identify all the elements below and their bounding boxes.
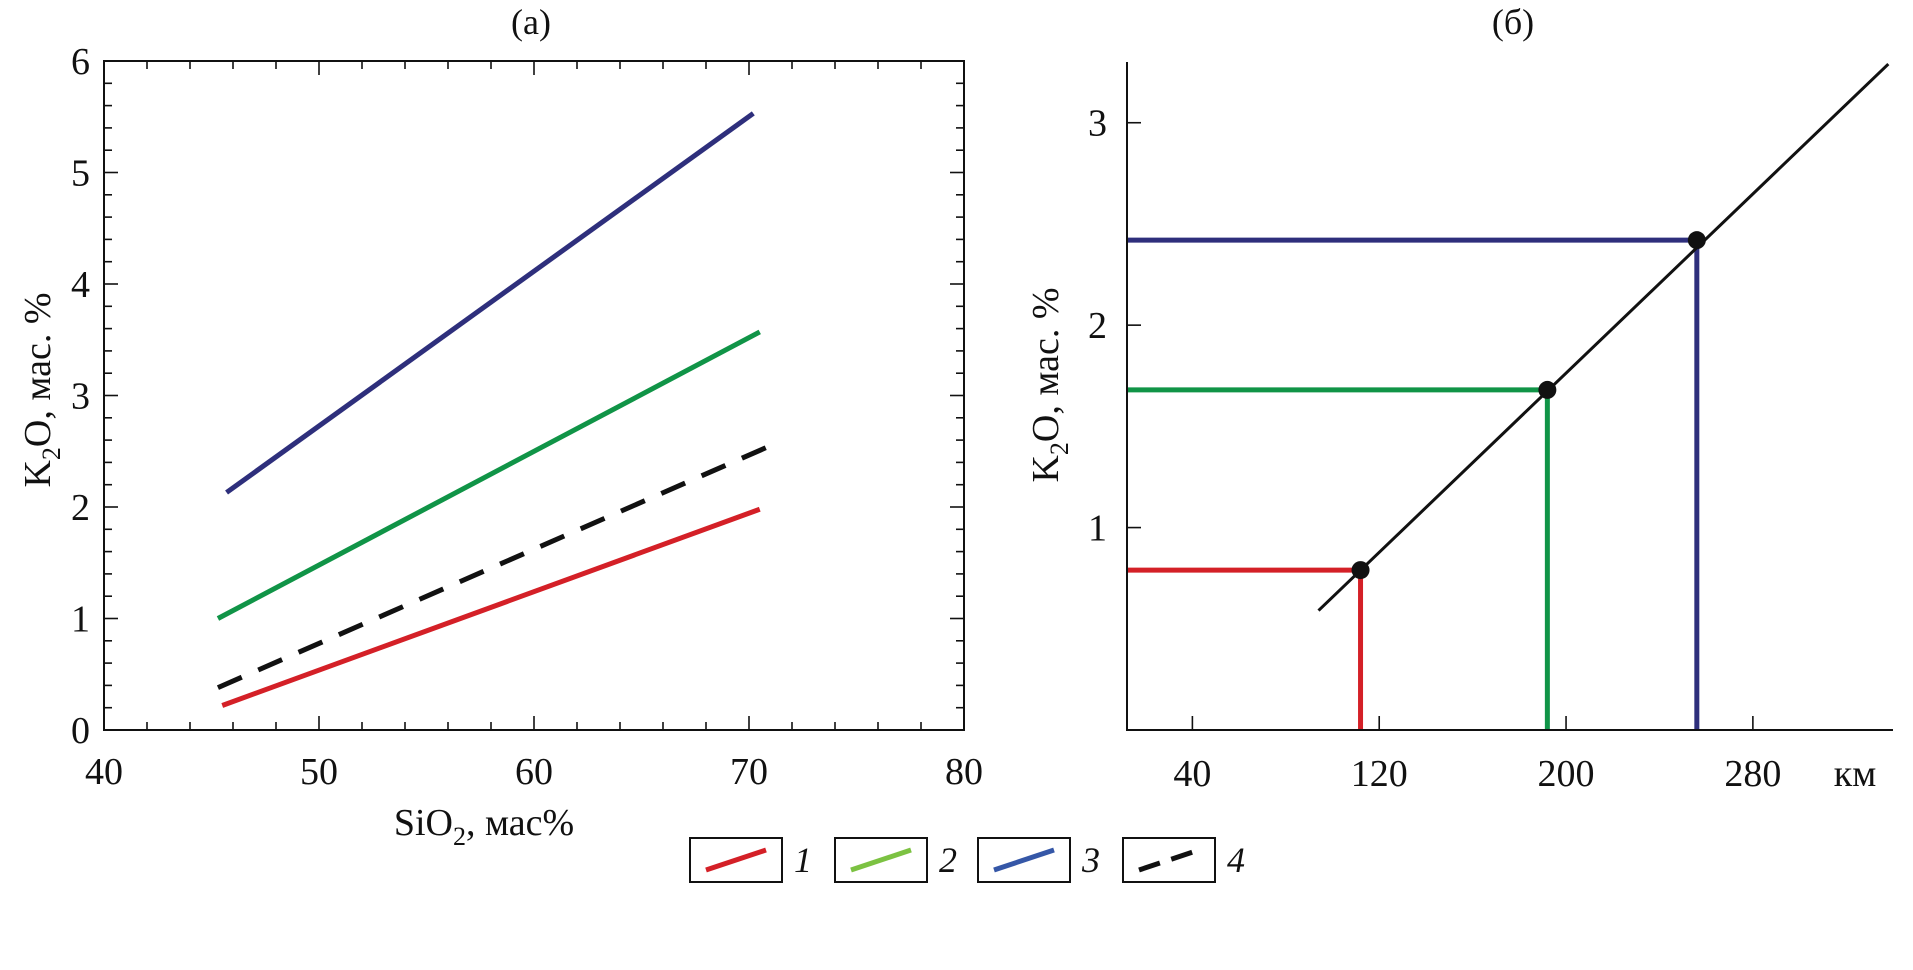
legend-swatch-box (977, 837, 1071, 883)
panel-b-point-2 (1538, 380, 1557, 399)
legend: 1 2 3 4 (689, 837, 1245, 883)
panel-b-x-tick-label: 40 (1173, 753, 1211, 795)
panel-b-y-tick-label: 3 (1088, 103, 1107, 145)
legend-label: 3 (1081, 840, 1100, 880)
legend-swatch-line (1138, 847, 1200, 873)
panel-a-y-tick-label: 2 (71, 487, 90, 529)
panel-a-x-tick-label: 80 (945, 751, 983, 793)
panel-b-x-tick-label: 280 (1724, 753, 1781, 795)
panel-b-x-tick-label: 120 (1351, 753, 1408, 795)
legend-swatch-box (834, 837, 928, 883)
panel-b-label: (б) (1492, 2, 1534, 42)
panel-b-point-1 (1351, 561, 1370, 580)
panel-a-x-tick-label: 60 (515, 751, 553, 793)
panel-a-x-tick-label: 50 (300, 751, 338, 793)
panel-b-series (1127, 62, 1890, 730)
panel-b-axes (1126, 62, 1893, 731)
panel-a-label: (а) (511, 2, 551, 42)
panel-a-ticks (103, 60, 965, 731)
legend-swatch-line (705, 847, 767, 873)
panel-a-y-tick-label: 5 (71, 153, 90, 195)
legend-item-2: 2 (834, 837, 957, 883)
legend-swatch-box (689, 837, 783, 883)
panel-a-y-tick-label: 3 (71, 376, 90, 418)
panel-b-y-axis-title: K2O, мас. % (1025, 287, 1074, 482)
panel-b-ticks (1127, 121, 1754, 730)
panel-a-series-line-1 (221, 506, 761, 708)
panel-a-series (216, 111, 772, 708)
panel-a-series-line-2 (216, 329, 761, 621)
panel-a-x-axis-title: SiO2, мас% (394, 802, 574, 851)
panel-a-series-line-4 (216, 443, 772, 690)
panel-a-chart: (а) 40 50 60 70 80 0 1 2 3 4 5 6 SiO2, мас% K2O, ма… (17, 2, 983, 851)
panel-a-y-tick-label: 4 (71, 264, 90, 306)
panel-a-series-line-3 (225, 111, 755, 495)
panel-a-frame (103, 60, 965, 731)
legend-swatch-line (993, 847, 1055, 873)
panel-b-x-tick-label: 200 (1538, 753, 1595, 795)
legend-item-3: 3 (977, 837, 1100, 883)
panel-a-tick-labels: 40 50 60 70 80 0 1 2 3 4 5 6 (71, 41, 983, 793)
panel-b-point-3 (1687, 231, 1706, 250)
legend-swatch-box (1122, 837, 1216, 883)
legend-label: 1 (794, 840, 812, 880)
panel-a-y-tick-label: 0 (71, 710, 90, 752)
panel-b-x-unit-label: км (1834, 753, 1877, 795)
legend-label: 2 (939, 840, 957, 880)
panel-b-main-line (1317, 62, 1890, 612)
legend-label: 4 (1227, 840, 1245, 880)
panel-b-y-tick-label: 2 (1088, 305, 1107, 347)
legend-item-4: 4 (1122, 837, 1245, 883)
panel-a-x-tick-label: 40 (85, 751, 123, 793)
panel-b-chart: (б) 40 120 200 280 1 2 3 км K2O, мас. % (1025, 2, 1893, 795)
legend-item-1: 1 (689, 837, 812, 883)
panel-b-tick-labels: 40 120 200 280 1 2 3 (1088, 103, 1781, 795)
panel-a-y-tick-label: 6 (71, 41, 90, 83)
legend-swatch-line (850, 847, 912, 873)
panel-a-y-axis-title: K2O, мас. % (17, 292, 66, 487)
panel-b-y-tick-label: 1 (1088, 508, 1107, 550)
panel-a-x-tick-label: 70 (730, 751, 768, 793)
panel-a-y-tick-label: 1 (71, 599, 90, 641)
